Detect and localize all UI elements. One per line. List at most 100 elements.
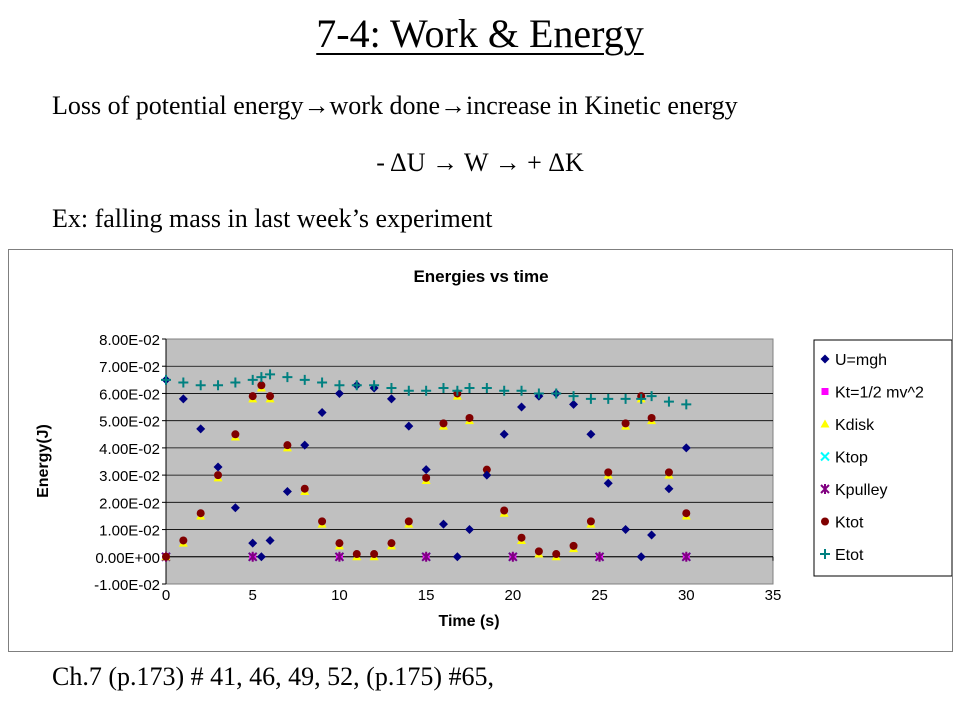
energy-equation: - ΔU → W → + ΔK <box>376 148 584 177</box>
data-point <box>664 468 673 477</box>
data-point <box>621 419 630 428</box>
data-point <box>300 440 310 450</box>
homework-problems: Ch.7 (p.173) # 41, 46, 49, 52, (p.175) #… <box>52 662 494 691</box>
y-tick-label: -1.00E-02 <box>94 577 160 594</box>
data-point <box>421 465 431 475</box>
data-point <box>517 533 526 542</box>
data-point <box>604 468 613 477</box>
data-point <box>179 536 188 545</box>
y-tick-label: 5.00E-02 <box>99 414 160 431</box>
data-point <box>621 525 631 535</box>
legend-label: Kt=1/2 mv^2 <box>835 385 924 402</box>
data-point <box>386 383 397 393</box>
data-point <box>196 424 206 434</box>
data-point <box>404 421 414 431</box>
plot-area <box>165 338 774 585</box>
data-point <box>620 393 631 404</box>
y-tick-label: 1.00E-02 <box>99 523 160 540</box>
data-point <box>248 538 258 548</box>
data-point <box>636 393 647 404</box>
data-point <box>334 388 344 398</box>
data-point <box>663 396 674 407</box>
data-point <box>438 383 449 393</box>
data-point <box>230 377 241 388</box>
data-point <box>517 402 527 412</box>
data-point <box>178 377 189 388</box>
x-tick-label: 20 <box>505 587 522 604</box>
data-point <box>681 551 691 562</box>
data-point <box>452 552 462 562</box>
data-point <box>552 550 561 559</box>
data-point <box>568 391 579 402</box>
x-tick-label: 5 <box>249 587 257 604</box>
data-point <box>334 551 345 562</box>
data-point <box>499 429 509 439</box>
data-point <box>682 509 691 518</box>
data-point <box>438 519 448 529</box>
y-tick-label: 8.00E-02 <box>99 332 160 349</box>
data-point <box>646 391 657 402</box>
chart-title: Energies vs time <box>413 267 548 286</box>
data-point <box>465 413 474 422</box>
data-point <box>636 552 646 562</box>
legend-label: U=mgh <box>835 352 887 369</box>
data-point <box>317 408 327 417</box>
data-point <box>195 380 206 391</box>
data-point <box>569 399 579 409</box>
data-point <box>533 388 544 399</box>
data-point <box>585 393 596 404</box>
data-point <box>499 385 510 396</box>
data-point <box>534 547 543 556</box>
legend-label: Kdisk <box>835 417 875 434</box>
legend-label: Kpulley <box>835 482 887 499</box>
data-point <box>282 486 292 496</box>
data-point <box>500 506 509 515</box>
data-point <box>300 484 309 493</box>
y-tick-label: 7.00E-02 <box>99 359 160 376</box>
y-tick-label: 3.00E-02 <box>99 468 160 485</box>
data-point <box>162 552 170 561</box>
data-point <box>421 385 432 396</box>
x-tick-label: 25 <box>591 587 608 604</box>
y-tick-label: 0.00E+00 <box>95 550 160 567</box>
legend-marker <box>820 484 830 494</box>
legend-marker <box>820 419 830 428</box>
data-point <box>422 473 431 482</box>
data-point <box>213 380 224 391</box>
data-point <box>248 551 258 562</box>
data-point <box>603 478 613 488</box>
data-point <box>403 385 414 396</box>
data-point <box>508 551 518 562</box>
data-point <box>647 413 656 422</box>
slide-title: 7-4: Work & Energy <box>316 11 644 56</box>
data-point <box>569 541 578 550</box>
legend-marker <box>821 517 829 526</box>
data-point <box>230 503 240 513</box>
data-point <box>594 551 605 562</box>
data-point <box>586 517 595 526</box>
data-point <box>387 539 396 548</box>
legend-label: Etot <box>835 547 864 564</box>
y-tick-label: 4.00E-02 <box>99 441 160 458</box>
data-point <box>299 374 310 385</box>
data-point <box>681 443 691 453</box>
data-point <box>647 530 657 540</box>
data-point <box>318 517 327 526</box>
data-point <box>482 465 491 474</box>
data-point <box>161 374 171 385</box>
data-point <box>370 550 379 559</box>
legend-marker <box>820 549 830 559</box>
data-point <box>464 383 475 393</box>
data-point <box>481 383 492 393</box>
legend-label: Ktot <box>835 515 864 532</box>
data-point <box>247 374 258 385</box>
legend-label: Ktop <box>835 450 868 467</box>
data-point <box>386 394 396 404</box>
legend-marker <box>821 388 829 395</box>
chart-area: -1.00E-02 0.00E+00 1.00E-02 2.00E-02 3.00E-0… <box>8 249 953 652</box>
energies-chart: -1.00E-02 0.00E+00 1.00E-02 2.00E-02 3.00E-0… <box>35 267 952 630</box>
data-point <box>516 385 527 396</box>
data-point <box>248 392 257 401</box>
y-tick-label: 2.00E-02 <box>99 495 160 512</box>
x-axis-label: Time (s) <box>438 613 499 630</box>
